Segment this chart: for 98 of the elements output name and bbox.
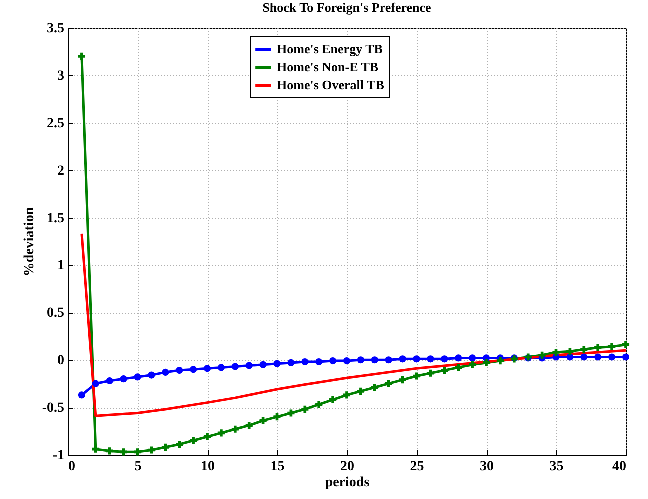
point [399,376,406,384]
point [218,430,225,437]
point [441,356,448,363]
point [385,356,392,364]
point [566,348,574,356]
point [288,359,295,366]
point [190,366,198,374]
point [594,354,602,361]
point [371,356,378,364]
point [92,380,100,388]
point [316,358,323,366]
x-tick-label: 20 [340,460,354,474]
point [260,417,267,424]
y-tick-label: 3 [58,68,64,84]
y-axis-title: %deviation [22,207,38,277]
point [218,364,225,372]
x-tick-label: 25 [410,460,424,474]
point [469,354,476,362]
point [78,392,86,399]
point [343,392,351,399]
point [106,448,114,455]
point [413,356,420,363]
chart-title: Shock To Foreign's Preference [262,0,432,15]
x-tick-label: 10 [201,460,215,474]
point [78,52,86,60]
point [162,368,170,376]
point [330,396,337,404]
point [176,367,184,374]
x-axis-title: periods [325,476,370,490]
point [496,358,504,365]
y-tick-label: 2 [58,164,64,179]
point [357,388,364,395]
point [357,356,364,364]
x-tick-label: 5 [134,460,142,474]
y-tick-label: 3.5 [47,22,64,36]
point [204,365,212,372]
x-tick-label: 40 [612,460,626,474]
point [288,410,295,417]
y-tick-label: -1 [52,448,64,464]
point [232,426,239,433]
x-tick-label: 30 [480,460,494,474]
point [566,354,574,361]
point [190,437,198,444]
point [427,356,434,363]
point [385,380,392,388]
point [622,354,630,361]
y-tick-label: 1.5 [47,211,64,226]
y-tick-label: 0 [58,354,64,369]
point [608,343,616,350]
point [594,344,602,352]
point [608,354,616,361]
point [316,401,323,408]
legend-label: Home's Overall TB [277,78,385,92]
point [92,446,100,453]
point [120,448,128,456]
point [538,352,546,359]
point [246,422,253,430]
y-tick-label: -0.5 [42,401,64,416]
point [343,358,351,365]
point [441,367,448,374]
point [580,346,588,354]
x-tick-label: 35 [550,460,564,474]
point [469,361,476,368]
y-tick-label: 1 [58,258,64,274]
point [232,363,239,370]
point [246,362,253,370]
point [274,360,281,368]
y-tick-label: 0.5 [47,306,64,322]
point [622,341,630,348]
x-tick-label: 15 [270,460,285,474]
point [148,446,156,454]
point [302,406,309,413]
point [455,354,462,362]
point [134,448,142,456]
y-tick-label: 2.5 [47,116,64,132]
point [134,374,142,381]
point [106,377,114,385]
point [120,376,128,383]
point [399,356,406,363]
point [482,359,490,366]
point [580,354,588,361]
point [162,444,170,451]
point [148,372,156,379]
point [413,372,420,380]
x-tick-label: 0 [68,460,76,474]
legend-label: Home's Non-E TB [277,60,379,74]
line-series [80,232,628,418]
point [260,361,267,368]
point [330,358,337,365]
point [427,370,434,377]
point [176,441,184,448]
point [371,384,378,392]
point [274,414,281,421]
point [204,433,212,441]
legend-label: Home's Energy TB [277,42,384,56]
point [455,364,462,372]
point [302,358,309,366]
point [552,348,560,356]
